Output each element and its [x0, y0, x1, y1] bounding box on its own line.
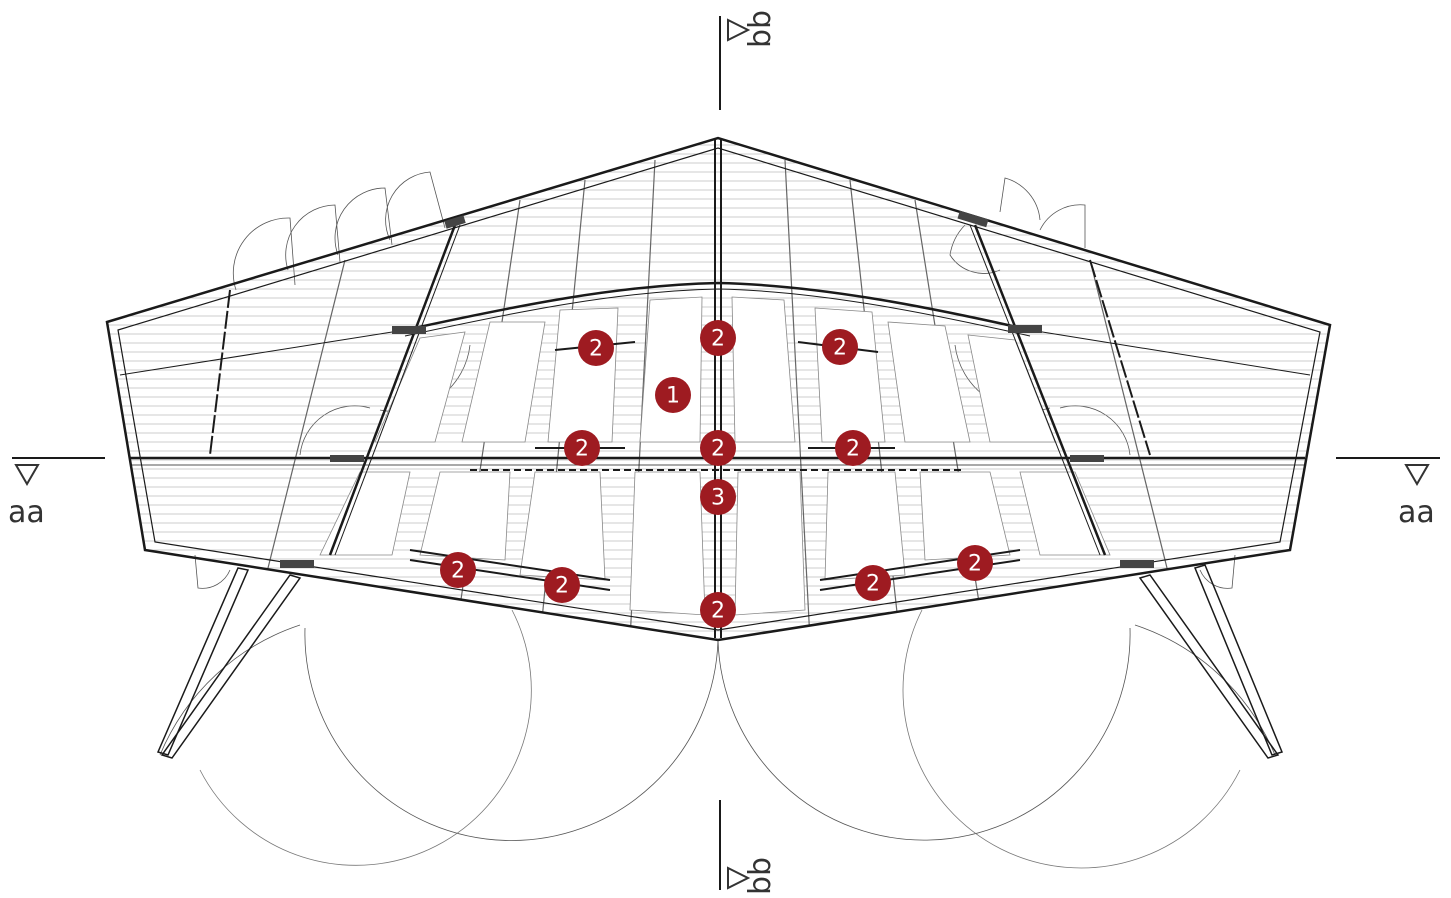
section-arrow-icon	[727, 866, 751, 890]
marker-circle	[440, 552, 476, 588]
marker-2: 2	[544, 567, 580, 603]
marker-label: 2	[866, 572, 880, 597]
section-arrow-icon	[727, 18, 751, 42]
marker-2: 2	[957, 545, 993, 581]
section-arrow-icon	[14, 464, 40, 486]
marker-label: 2	[968, 552, 982, 577]
marker-circle	[564, 430, 600, 466]
marker-label: 2	[451, 559, 465, 584]
marker-circle	[822, 329, 858, 365]
section-cut-bb-bottom: bb	[719, 800, 778, 895]
marker-circle	[700, 320, 736, 356]
marker-3: 3	[700, 479, 736, 515]
marker-label: 2	[711, 599, 725, 624]
marker-circle	[544, 567, 580, 603]
outer-walls	[105, 136, 1332, 642]
marker-label: 2	[833, 336, 847, 361]
marker-circle	[700, 430, 736, 466]
section-arrow-icon	[1404, 464, 1430, 486]
support-legs	[156, 564, 1284, 759]
marker-circle	[855, 565, 891, 601]
marker-2: 2	[835, 430, 871, 466]
marker-layer: 2 2 2 1 2 2 2 3 2 2 2 2 2	[440, 320, 993, 628]
door-swings-bottom	[159, 609, 1276, 869]
marker-circle	[835, 430, 871, 466]
marker-label: 1	[666, 384, 680, 409]
marker-2: 2	[700, 320, 736, 356]
marker-2: 2	[578, 330, 614, 366]
marker-label: 2	[555, 574, 569, 599]
inner-wall	[119, 140, 1311, 638]
marker-2: 2	[822, 329, 858, 365]
marker-label: 2	[711, 327, 725, 352]
marker-circle	[700, 479, 736, 515]
marker-1: 1	[655, 377, 691, 413]
marker-label: 2	[575, 437, 589, 462]
marker-circle	[655, 377, 691, 413]
section-label-aa-right: aa	[1398, 495, 1435, 530]
marker-label: 2	[711, 437, 725, 462]
section-cut-aa-left: aa	[8, 457, 105, 530]
marker-2: 2	[564, 430, 600, 466]
marker-2: 2	[700, 430, 736, 466]
marker-2: 2	[855, 565, 891, 601]
marker-2: 2	[440, 552, 476, 588]
section-label-bb-bottom: bb	[743, 857, 778, 895]
section-cut-aa-right: aa	[1336, 457, 1440, 530]
marker-circle	[700, 592, 736, 628]
marker-label: 2	[846, 437, 860, 462]
marker-2: 2	[700, 592, 736, 628]
marker-circle	[957, 545, 993, 581]
marker-circle	[578, 330, 614, 366]
marker-label: 3	[711, 486, 725, 511]
door-swings-top	[232, 171, 1086, 291]
section-label-aa-left: aa	[8, 495, 45, 530]
section-cut-bb-top: bb	[719, 10, 778, 110]
wall-blocks	[280, 210, 1154, 568]
marker-label: 2	[589, 337, 603, 362]
section-label-bb-top: bb	[743, 10, 778, 48]
